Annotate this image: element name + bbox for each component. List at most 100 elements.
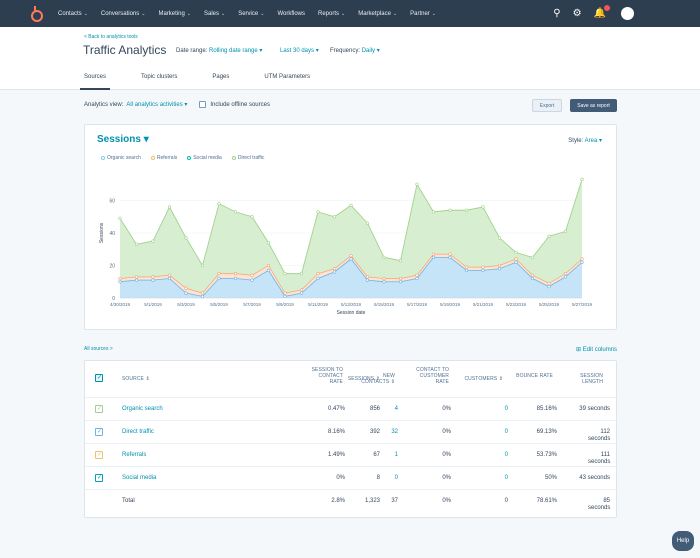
chart-metric-dropdown[interactable]: Sessions ▾ xyxy=(97,134,149,145)
source-link[interactable]: Organic search xyxy=(122,406,163,412)
tab-utm-parameters[interactable]: UTM Parameters xyxy=(264,74,311,80)
source-link[interactable]: Referrals xyxy=(122,452,147,458)
nav-item-label: Workflows xyxy=(277,10,305,17)
data-point xyxy=(497,236,502,240)
nav-item-workflows[interactable]: Workflows xyxy=(277,11,305,17)
cell-customers: 0 xyxy=(504,498,508,504)
data-point xyxy=(151,275,155,279)
column-header-customers[interactable]: Customers ⇕ xyxy=(464,376,503,382)
data-point xyxy=(233,272,238,276)
data-point xyxy=(481,205,485,209)
data-point xyxy=(184,236,188,240)
column-header-session-to-contact-rate[interactable]: Session to contact rate xyxy=(311,367,343,385)
row-checkbox[interactable] xyxy=(95,405,103,413)
column-header-new-contacts[interactable]: New contacts ⇕ xyxy=(361,373,395,385)
tab-sources[interactable]: Sources xyxy=(79,70,111,90)
date-range-filter[interactable]: Date range: Rolling date range ▾ xyxy=(176,47,262,54)
sessions-area-chart: 0 20 40 60 Sessions 4/30/2019 5/1/2019 5/3/2019… xyxy=(99,177,593,316)
row-checkbox[interactable] xyxy=(95,451,103,459)
last-days-value[interactable]: Last 30 days ▾ xyxy=(280,48,319,54)
bell-icon[interactable]: 🔔 xyxy=(594,5,610,19)
chevron-down-icon: ⌄ xyxy=(141,10,146,17)
last-days-dropdown[interactable]: Last 30 days ▾ xyxy=(280,47,319,54)
chart-style-selector[interactable]: Style: Area ▾ xyxy=(568,137,602,144)
data-point xyxy=(563,275,568,279)
legend-label: Organic search xyxy=(107,155,141,161)
data-point xyxy=(349,203,353,207)
nav-item-partner[interactable]: Partner ⌄ xyxy=(410,11,436,17)
data-point xyxy=(266,263,271,268)
cell-new-contacts[interactable]: 0 xyxy=(394,475,398,481)
source-link[interactable]: Social media xyxy=(122,475,157,481)
frequency-dropdown[interactable]: Daily ▾ xyxy=(361,48,380,54)
legend-item[interactable]: Direct traffic xyxy=(231,155,264,161)
data-point xyxy=(580,260,584,264)
cell-new-contacts[interactable]: 32 xyxy=(391,429,398,435)
cell-new-contacts[interactable]: 1 xyxy=(394,452,398,458)
column-header-contact-to-customer-rate[interactable]: Contact to customer rate xyxy=(416,367,449,385)
edit-columns-button[interactable]: ⊞ Edit columns xyxy=(576,347,618,353)
frequency-filter[interactable]: Frequency: Daily ▾ xyxy=(330,47,380,54)
avatar[interactable] xyxy=(621,7,634,20)
sessions-chart-card: Sessions ▾ Style: Area ▾ Organic search R… xyxy=(84,124,617,330)
cell-customers[interactable]: 0 xyxy=(504,429,508,435)
column-header-session-length[interactable]: Session length xyxy=(580,373,603,385)
data-point xyxy=(200,263,205,268)
nav-item-sales[interactable]: Sales ⌄ xyxy=(204,11,225,17)
column-header-source[interactable]: Source ⇕ xyxy=(122,376,150,382)
row-checkbox[interactable] xyxy=(95,474,103,482)
column-header-bounce-rate[interactable]: Bounce rate xyxy=(516,373,553,379)
cell-sessions: 392 xyxy=(369,429,380,435)
data-point xyxy=(547,234,551,238)
cell-bounce: 53.73% xyxy=(536,452,557,458)
export-button[interactable]: Export xyxy=(532,99,562,112)
cell-sessions: 67 xyxy=(373,452,380,458)
analytics-view-dropdown[interactable]: All analytics activities ▾ xyxy=(126,102,188,108)
nav-item-contacts[interactable]: Contacts ⌄ xyxy=(58,11,88,17)
nav-item-marketing[interactable]: Marketing ⌄ xyxy=(158,11,191,17)
data-point xyxy=(514,257,518,261)
data-point xyxy=(200,291,205,295)
legend-item[interactable]: Social media xyxy=(187,155,222,161)
back-to-analytics-link[interactable]: < Back to analytics tools xyxy=(84,34,138,40)
nav-item-marketplace[interactable]: Marketplace ⌄ xyxy=(358,11,397,17)
data-point xyxy=(332,215,337,219)
style-value[interactable]: Area ▾ xyxy=(584,138,602,144)
legend-marker-icon xyxy=(101,156,105,160)
column-header-sessions[interactable]: Sessions ⇕ xyxy=(347,376,380,382)
search-icon[interactable]: ⚲ xyxy=(553,8,561,19)
data-point xyxy=(580,177,584,181)
tab-topic-clusters[interactable]: Topic clusters xyxy=(141,74,178,80)
data-point xyxy=(464,208,469,212)
cell-new-contacts[interactable]: 4 xyxy=(394,406,398,412)
x-tick-label: 5/23/2019 xyxy=(506,302,527,307)
cell-s2c: 2.8% xyxy=(331,498,345,504)
nav-item-reports[interactable]: Reports ⌄ xyxy=(318,11,345,17)
table-row: Direct traffic 392 8.16% 32 0% 0 69.13% 112 sec… xyxy=(85,420,618,443)
row-checkbox[interactable] xyxy=(95,428,103,436)
source-link[interactable]: Direct traffic xyxy=(122,429,154,435)
all-sources-breadcrumb[interactable]: All sources > xyxy=(84,346,113,352)
date-range-dropdown[interactable]: Rolling date range ▾ xyxy=(209,48,263,54)
cell-customers[interactable]: 0 xyxy=(504,406,508,412)
nav-item-conversations[interactable]: Conversations ⌄ xyxy=(101,11,146,17)
gear-icon[interactable]: ⚙ xyxy=(572,8,582,19)
nav-item-service[interactable]: Service ⌄ xyxy=(238,11,264,17)
legend-item[interactable]: Organic search xyxy=(101,155,141,161)
cell-customers[interactable]: 0 xyxy=(504,475,508,481)
legend-item[interactable]: Referrals xyxy=(150,155,177,161)
cell-c2c: 0% xyxy=(442,452,451,458)
select-all-checkbox[interactable] xyxy=(95,374,103,382)
save-as-report-button[interactable]: Save as report xyxy=(570,99,617,112)
tab-pages[interactable]: Pages xyxy=(212,74,230,80)
include-offline-checkbox[interactable] xyxy=(199,101,207,108)
data-point xyxy=(431,252,436,256)
hubspot-logo-icon[interactable] xyxy=(28,5,43,22)
cell-length: 85 seconds xyxy=(588,498,611,511)
data-point xyxy=(217,276,221,281)
chevron-down-icon: ⌄ xyxy=(431,10,436,17)
cell-customers[interactable]: 0 xyxy=(504,452,508,458)
help-button[interactable]: Help xyxy=(672,531,694,551)
data-point xyxy=(514,260,518,264)
data-point xyxy=(118,280,122,284)
